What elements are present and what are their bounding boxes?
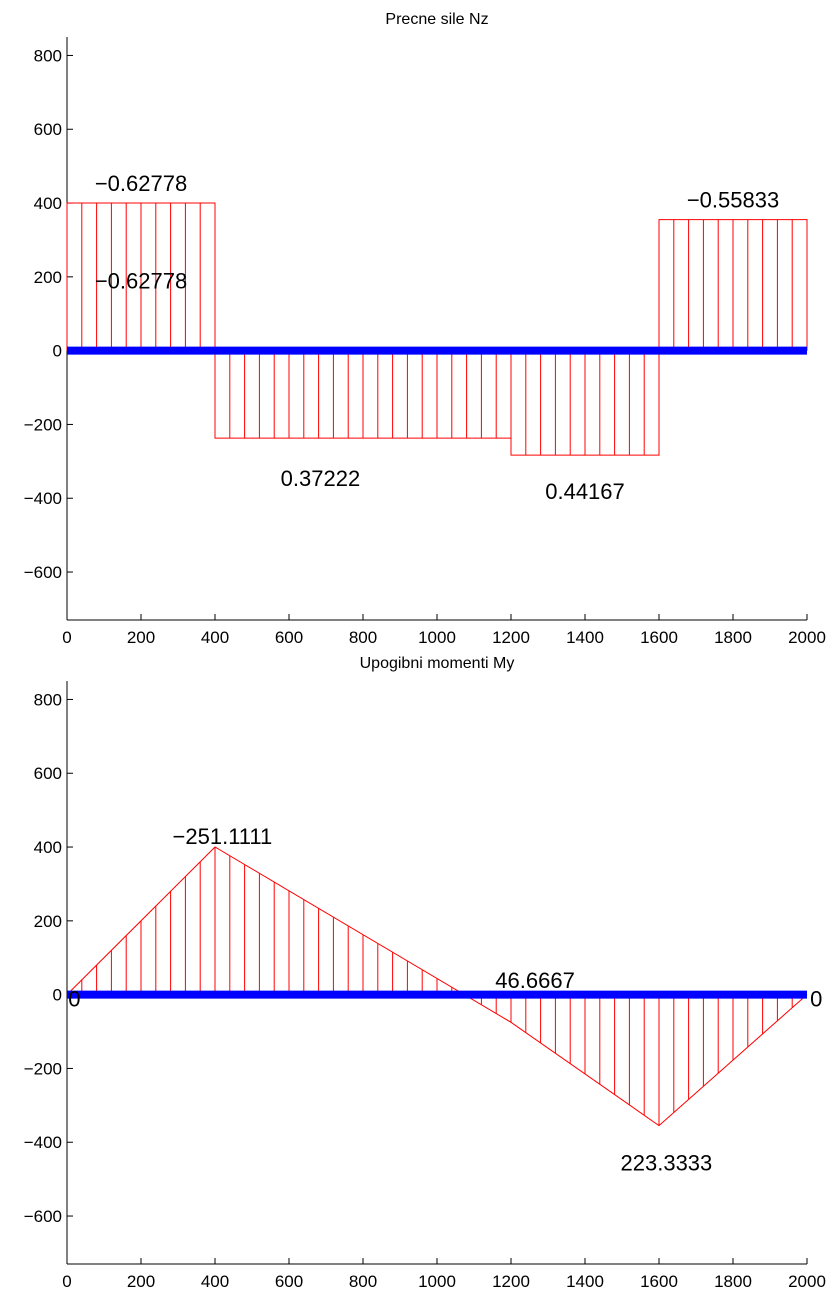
x-tick-label: 1000 [418,1272,456,1291]
x-tick-label: 1600 [640,1272,678,1291]
value-label: 0.37222 [281,466,361,491]
y-tick-label: 0 [53,986,62,1005]
x-tick-label: 2000 [788,628,826,647]
y-tick-label: 400 [34,194,62,213]
diagram-outline [66,846,808,1127]
diagram-outline [66,202,808,456]
x-tick-label: 1400 [566,628,604,647]
x-tick-label: 1200 [492,1272,530,1291]
x-tick-label: 600 [275,628,303,647]
y-tick-label: 200 [34,912,62,931]
value-label: 0 [810,986,822,1011]
x-tick-label: 1800 [714,628,752,647]
value-label: −0.62778 [95,269,187,294]
y-tick-label: −400 [24,489,62,508]
x-tick-label: 1200 [492,628,530,647]
x-tick-label: 800 [349,1272,377,1291]
x-tick-label: 2000 [788,1272,826,1291]
y-tick-label: 800 [34,690,62,709]
x-tick-label: 1800 [714,1272,752,1291]
y-tick-label: −600 [24,563,62,582]
value-label: −0.55833 [687,187,779,212]
x-tick-label: 400 [201,1272,229,1291]
y-tick-label: 400 [34,838,62,857]
y-tick-label: −600 [24,1207,62,1226]
x-tick-label: 0 [62,1272,71,1291]
y-tick-label: 800 [34,46,62,65]
plot-title: Upogibni momenti My [360,655,515,672]
y-tick-label: −200 [24,1059,62,1078]
value-label: 223.3333 [621,1151,713,1176]
y-tick-label: −200 [24,415,62,434]
y-tick-label: 600 [34,764,62,783]
x-tick-label: 800 [349,628,377,647]
x-tick-label: 200 [127,628,155,647]
x-tick-label: 1400 [566,1272,604,1291]
plot-title: Precne sile Nz [385,11,488,28]
x-tick-label: 400 [201,628,229,647]
x-tick-label: 600 [275,1272,303,1291]
y-tick-label: 200 [34,268,62,287]
value-label: −0.62778 [95,171,187,196]
shear-force-plot: Precne sile Nz 0 200 400 600 800 1000 1200 1400… [24,11,826,647]
value-label: 0.44167 [545,479,625,504]
y-tick-label: 600 [34,120,62,139]
value-label: 46.6667 [495,968,575,993]
x-tick-label: 1000 [418,628,456,647]
bending-moment-plot: Upogibni momenti My 0 200 400 600 800 1000 120… [24,655,826,1291]
x-tick-label: 0 [62,628,71,647]
y-tick-label: 0 [53,342,62,361]
x-tick-label: 1600 [640,628,678,647]
value-label: 0 [68,986,80,1011]
y-tick-label: −400 [24,1133,62,1152]
value-label: −251.1111 [173,824,273,849]
x-tick-label: 200 [127,1272,155,1291]
